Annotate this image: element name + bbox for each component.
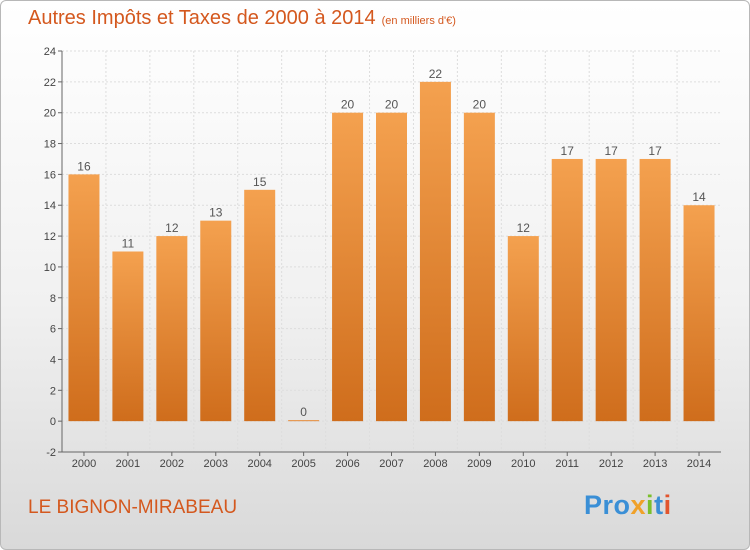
value-labels: 16 11 12 13 15 0 20 20 22 20 12 17 17 17 14 xyxy=(77,67,706,419)
bar-2010 xyxy=(507,236,539,422)
bar-2014 xyxy=(683,205,715,422)
y-tick-label: 6 xyxy=(50,324,56,336)
bar-2006 xyxy=(332,112,364,422)
value-label-2007: 20 xyxy=(385,98,399,112)
bar-2009 xyxy=(463,112,495,422)
bar-2007 xyxy=(376,112,407,422)
value-label-2011: 17 xyxy=(561,144,575,158)
y-tick-label: 10 xyxy=(44,262,56,274)
value-label-2012: 17 xyxy=(604,144,618,158)
x-tick-label: 2012 xyxy=(599,458,623,470)
y-tick-label: 8 xyxy=(50,293,56,305)
x-tick-label: 2006 xyxy=(335,458,359,470)
bar-2000 xyxy=(68,174,100,422)
y-tick-label: 14 xyxy=(44,200,56,212)
value-label-2009: 20 xyxy=(473,98,487,112)
value-label-2013: 17 xyxy=(648,144,662,158)
y-tick-label: 16 xyxy=(44,169,56,181)
value-label-2004: 15 xyxy=(253,175,267,189)
bar-2002 xyxy=(156,236,188,422)
x-tick-label: 2009 xyxy=(467,458,491,470)
x-tick-label: 2003 xyxy=(204,458,228,470)
unit-note: (en milliers d'€) xyxy=(381,15,456,27)
bar-2004 xyxy=(244,189,276,422)
x-tick-label: 2004 xyxy=(247,458,271,470)
value-label-2006: 20 xyxy=(341,98,355,112)
bar-2005 xyxy=(288,420,320,422)
value-label-2008: 22 xyxy=(429,67,443,81)
x-tick-label: 2013 xyxy=(643,458,667,470)
value-label-2010: 12 xyxy=(517,221,531,235)
value-label-2002: 12 xyxy=(165,221,179,235)
x-tick-label: 2014 xyxy=(687,458,711,470)
bar-2013 xyxy=(639,158,671,422)
bars xyxy=(68,81,715,422)
chart-title: Autres Impôts et Taxes de 2000 à 2014 (en… xyxy=(28,7,456,30)
value-label-2001: 11 xyxy=(122,237,135,251)
x-tick-label: 2002 xyxy=(160,458,184,470)
proxiti-logo: Proxiti xyxy=(584,490,672,520)
commune-name: LE BIGNON-MIRABEAU xyxy=(28,497,238,518)
bar-2008 xyxy=(419,81,451,422)
x-tick-label: 2011 xyxy=(555,458,579,470)
y-tick-label: 4 xyxy=(50,354,56,366)
x-tick-label: 2001 xyxy=(116,458,140,470)
bar-2003 xyxy=(200,220,232,422)
title-text: Autres Impôts et Taxes de 2000 à 2014 xyxy=(28,7,376,29)
y-tick-label: 22 xyxy=(44,77,56,89)
x-tick-label: 2010 xyxy=(511,458,535,470)
x-tick-label: 2008 xyxy=(423,458,447,470)
bar-2001 xyxy=(112,251,144,422)
y-tick-label: 24 xyxy=(44,46,56,58)
bar-2012 xyxy=(595,158,627,422)
value-label-2000: 16 xyxy=(77,159,91,173)
x-tick-label: 2005 xyxy=(291,458,315,470)
value-label-2003: 13 xyxy=(209,206,223,220)
bar-2011 xyxy=(551,158,583,422)
x-tick-label: 2007 xyxy=(379,458,403,470)
y-tick-label: -2 xyxy=(46,447,56,459)
y-tick-label: 2 xyxy=(50,385,56,397)
y-tick-label: 0 xyxy=(50,416,56,428)
value-label-2014: 14 xyxy=(692,190,706,204)
y-tick-label: 20 xyxy=(44,108,56,120)
y-tick-label: 12 xyxy=(44,231,56,243)
value-label-2005: 0 xyxy=(300,405,307,419)
y-tick-label: 18 xyxy=(44,139,56,151)
x-tick-label: 2000 xyxy=(72,458,96,470)
